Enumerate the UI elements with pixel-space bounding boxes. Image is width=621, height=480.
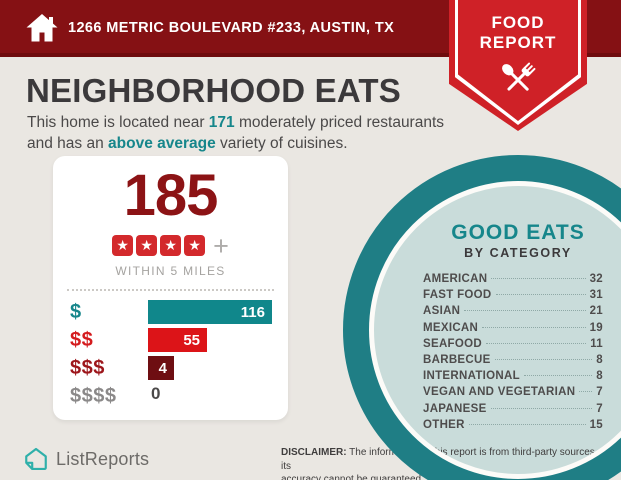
category-value: 32: [589, 273, 603, 285]
price-label: $$: [70, 328, 94, 351]
intro-post: variety of cuisines.: [215, 135, 348, 152]
bar-track: 116: [148, 300, 272, 324]
listreports-house-icon: [25, 447, 47, 471]
category-value: 7: [596, 386, 603, 399]
category-leader: [523, 375, 593, 377]
category-row: BARBECUE 8: [423, 354, 603, 370]
badge-line2: REPORT: [479, 33, 557, 52]
category-leader: [468, 423, 586, 425]
rating-stars: ★ ★ ★ ★ +: [53, 230, 288, 261]
category-name: FAST FOOD: [423, 289, 492, 302]
star-icon: ★: [160, 235, 182, 256]
good-eats-title: GOOD EATS: [451, 221, 585, 244]
price-value: 55: [183, 331, 200, 349]
category-leader: [495, 294, 586, 296]
category-row: SEAFOOD 11: [423, 338, 603, 354]
category-value: 19: [589, 321, 603, 334]
category-name: MEXICAN: [423, 321, 479, 334]
category-value: 8: [596, 370, 603, 383]
category-value: 8: [596, 353, 603, 366]
category-leader: [485, 342, 587, 344]
star-icon: ★: [112, 235, 134, 256]
price-bar: 116: [148, 300, 272, 324]
category-name: AMERICAN: [423, 273, 488, 285]
price-label: $$$$: [70, 384, 117, 407]
disclaimer-line1: The information in this report is from t…: [281, 447, 615, 472]
price-bar: 4: [148, 356, 174, 380]
category-row: AMERICAN 32: [423, 273, 603, 289]
category-name: OTHER: [423, 418, 465, 431]
food-report-badge: FOOD REPORT: [449, 0, 587, 131]
bar-track: 4: [148, 356, 272, 380]
dashed-divider: [67, 289, 274, 291]
intro-count: 171: [208, 114, 235, 131]
category-leader: [491, 278, 586, 279]
category-leader: [490, 407, 593, 409]
star-icon: ★: [184, 235, 206, 256]
price-row: $116: [70, 298, 288, 326]
badge-line1: FOOD: [491, 13, 545, 32]
category-value: 11: [590, 337, 603, 350]
page-title: NEIGHBORHOOD EATS: [26, 72, 401, 109]
home-icon: [26, 14, 58, 42]
category-leader: [482, 326, 586, 328]
price-value: 4: [158, 359, 167, 377]
intro-pre: This home is located near: [27, 114, 209, 131]
category-row: JAPANESE 7: [423, 403, 603, 419]
good-eats-subtitle: BY CATEGORY: [464, 246, 572, 260]
category-list: AMERICAN 32 FAST FOOD 31 ASIAN 21 MEXICAN 19 SEA…: [423, 273, 603, 435]
price-bar-chart: $116 $$ 55 $$$ 4 $$$$ 0: [53, 298, 288, 410]
good-eats-panel: GOOD EATS BY CATEGORY AMERICAN 32 FAST FOO…: [343, 155, 621, 480]
price-value: 116: [240, 303, 265, 321]
brand-logo: ListReports: [23, 446, 149, 472]
star-icon: ★: [136, 235, 158, 256]
price-label: $: [70, 300, 82, 323]
price-row: $$ 55: [70, 326, 288, 354]
bar-track: 0: [148, 384, 272, 408]
category-row: ASIAN 21: [423, 305, 603, 321]
intro-text: This home is located near 171 moderately…: [27, 112, 451, 154]
price-bar: 55: [148, 328, 207, 352]
restaurant-count: 185: [123, 163, 219, 228]
category-name: VEGAN AND VEGETARIAN: [423, 386, 576, 399]
bar-track: 55: [148, 328, 272, 352]
category-row: FAST FOOD 31: [423, 289, 603, 305]
plus-icon: +: [213, 230, 229, 261]
category-value: 31: [589, 289, 603, 302]
category-name: BARBECUE: [423, 353, 491, 366]
category-leader: [464, 310, 586, 312]
category-name: INTERNATIONAL: [423, 370, 520, 383]
intro-mid: moderately priced restaurants and has an: [27, 114, 445, 152]
disclaimer-label: DISCLAIMER:: [281, 447, 347, 458]
category-row: VEGAN AND VEGETARIAN 7: [423, 386, 603, 402]
price-row: $$$ 4: [70, 354, 288, 382]
category-value: 7: [596, 402, 603, 415]
price-value: 0: [151, 384, 161, 403]
brand-name: ListReports: [56, 448, 150, 469]
price-row: $$$$ 0: [70, 382, 288, 410]
radius-label: WITHIN 5 MILES: [115, 264, 226, 278]
category-value: 21: [589, 305, 603, 318]
category-name: SEAFOOD: [423, 337, 482, 350]
category-leader: [579, 391, 593, 393]
intro-highlight: above average: [108, 135, 216, 152]
badge-title: FOOD REPORT: [449, 13, 587, 53]
category-value: 15: [589, 418, 603, 431]
price-label: $$$: [70, 356, 105, 379]
crossed-spoon-and-fork-icon: [502, 62, 536, 91]
category-row: MEXICAN 19: [423, 322, 603, 338]
category-row: INTERNATIONAL 8: [423, 370, 603, 386]
category-name: ASIAN: [423, 305, 461, 318]
category-leader: [494, 358, 593, 360]
address: 1266 METRIC BOULEVARD #233, AUSTIN, TX: [68, 20, 395, 36]
category-name: JAPANESE: [423, 402, 487, 415]
stats-card: 185 ★ ★ ★ ★ + WITHIN 5 MILES $116 $$ 55 $$$ 4 $$$…: [53, 156, 288, 420]
category-row: OTHER 15: [423, 419, 603, 435]
